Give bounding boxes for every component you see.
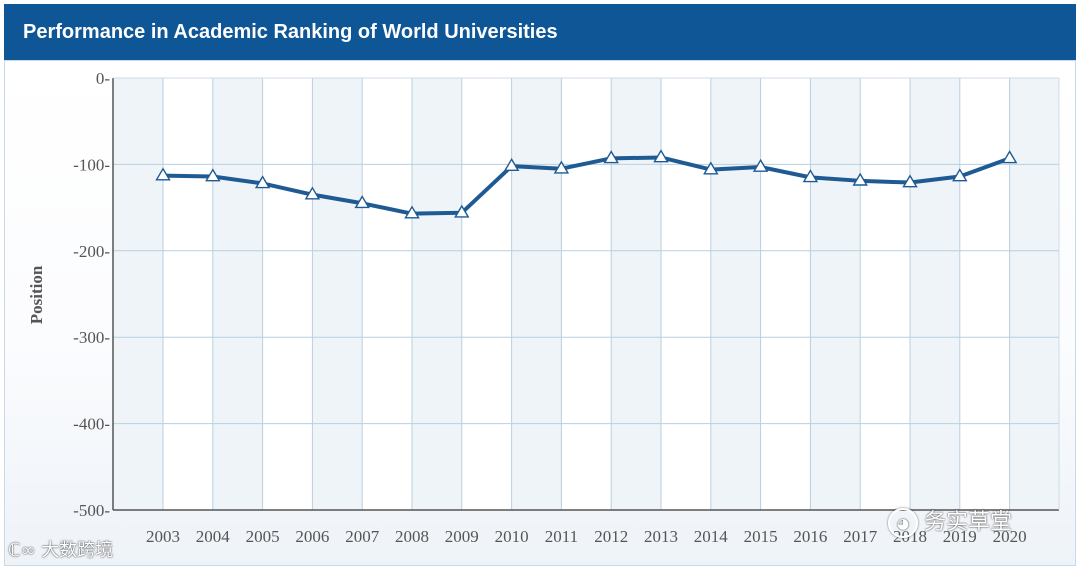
y-tick-label: -100-: [73, 155, 110, 174]
data-point-marker[interactable]: [254, 175, 271, 189]
plot-band: [163, 78, 213, 510]
x-tick-label: 2019: [943, 527, 977, 546]
data-point-marker[interactable]: [304, 186, 321, 200]
x-tick-label: 2003: [146, 527, 180, 546]
watermark-left-text: 大数跨境: [41, 540, 114, 561]
watermark-left: ℂ∞ 大数跨境: [8, 536, 113, 562]
x-tick-label: 2017: [843, 527, 878, 546]
plot-band: [362, 78, 412, 510]
plot-band: [860, 78, 910, 510]
plot-band: [611, 78, 661, 510]
x-tick-label: 2008: [395, 527, 429, 546]
data-point-marker[interactable]: [354, 195, 370, 209]
plot-band: [810, 78, 861, 510]
x-tick-label: 2005: [246, 527, 280, 546]
data-point-marker[interactable]: [454, 204, 470, 218]
x-tick-label: 2020: [993, 527, 1027, 546]
x-tick-label: 2013: [644, 527, 678, 546]
data-point-marker[interactable]: [852, 172, 868, 186]
data-point-marker[interactable]: [703, 161, 719, 175]
data-point-marker[interactable]: [902, 174, 918, 188]
y-tick-label: 0-: [96, 69, 111, 88]
x-tick-label: 2010: [495, 527, 529, 546]
data-point-marker[interactable]: [205, 168, 221, 182]
data-point-marker[interactable]: [155, 167, 171, 181]
x-tick-label: 2012: [594, 527, 628, 546]
wechat-icon: ◕: [888, 508, 918, 538]
y-tick-label: -200-: [73, 242, 110, 261]
plot-band: [511, 78, 562, 510]
data-point-marker[interactable]: [952, 168, 968, 182]
data-point-marker[interactable]: [404, 205, 420, 219]
x-tick-label: 2007: [345, 527, 380, 546]
x-tick-label: 2014: [694, 527, 729, 546]
data-point-marker[interactable]: [603, 150, 619, 164]
data-point-marker[interactable]: [1001, 150, 1018, 164]
x-tick-label: 2011: [545, 527, 578, 546]
plot-band: [710, 78, 761, 510]
chart-title: Performance in Academic Ranking of World…: [23, 21, 558, 43]
y-axis-label: Position: [27, 265, 46, 324]
plot-band: [661, 78, 711, 510]
plot-band: [312, 78, 363, 510]
watermark-right: ◕ 务实草堂: [888, 504, 1012, 538]
plot-band: [262, 78, 313, 510]
plot-band: [910, 78, 960, 510]
plot-band: [113, 78, 163, 510]
plot-band: [561, 78, 612, 510]
x-tick-label: 2016: [793, 527, 827, 546]
plot-band: [212, 78, 263, 510]
series-line: [161, 155, 1012, 216]
data-point-marker[interactable]: [752, 158, 769, 172]
x-tick-label: 2004: [196, 527, 231, 546]
x-tick-label: 2015: [744, 527, 778, 546]
plot-band: [760, 78, 811, 510]
y-tick-label: -300-: [73, 328, 110, 347]
watermark-logo-icon: ℂ∞: [8, 540, 42, 561]
watermark-right-text: 务实草堂: [924, 510, 1013, 535]
plot-band: [1009, 78, 1059, 510]
x-tick-label: 2006: [295, 527, 329, 546]
y-tick-label: -400-: [73, 415, 110, 434]
chart-header: Performance in Academic Ranking of World…: [4, 4, 1076, 60]
data-point-marker[interactable]: [802, 169, 819, 183]
x-tick-label: 2009: [445, 527, 479, 546]
data-point-marker[interactable]: [503, 157, 520, 172]
data-point-marker[interactable]: [553, 160, 570, 174]
y-tick-label: -500-: [73, 501, 110, 520]
plot-band: [412, 78, 462, 510]
plot-band: [461, 78, 512, 510]
data-point-marker[interactable]: [653, 149, 669, 163]
plot-band: [959, 78, 1010, 510]
